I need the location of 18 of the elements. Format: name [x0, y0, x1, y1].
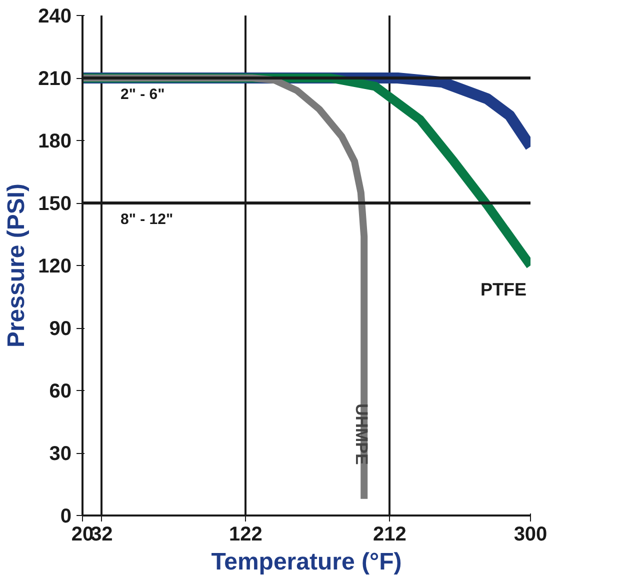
series-label: PTFE	[480, 280, 527, 300]
y-tick-label: 90	[49, 318, 72, 340]
y-tick-label: 240	[38, 6, 72, 28]
y-tick-label: 120	[38, 256, 72, 278]
y-axis-title: Pressure (PSI)	[3, 183, 30, 348]
y-tick-label: 60	[49, 380, 72, 402]
x-tick-label: 300	[514, 524, 548, 546]
y-tick-label: 180	[38, 130, 72, 152]
x-tick-label: 212	[373, 524, 406, 546]
y-tick-label: 150	[38, 193, 72, 215]
y-tick-label: 30	[49, 443, 72, 465]
y-tick-label: 0	[60, 506, 72, 528]
x-axis-title: Temperature (°F)	[211, 548, 402, 576]
annotation: 8" - 12"	[120, 211, 174, 228]
text: UHMPE	[352, 403, 372, 465]
annotation: 2" - 6"	[120, 86, 165, 103]
x-tick-label: 122	[229, 524, 262, 546]
y-tick-label: 210	[38, 68, 72, 90]
